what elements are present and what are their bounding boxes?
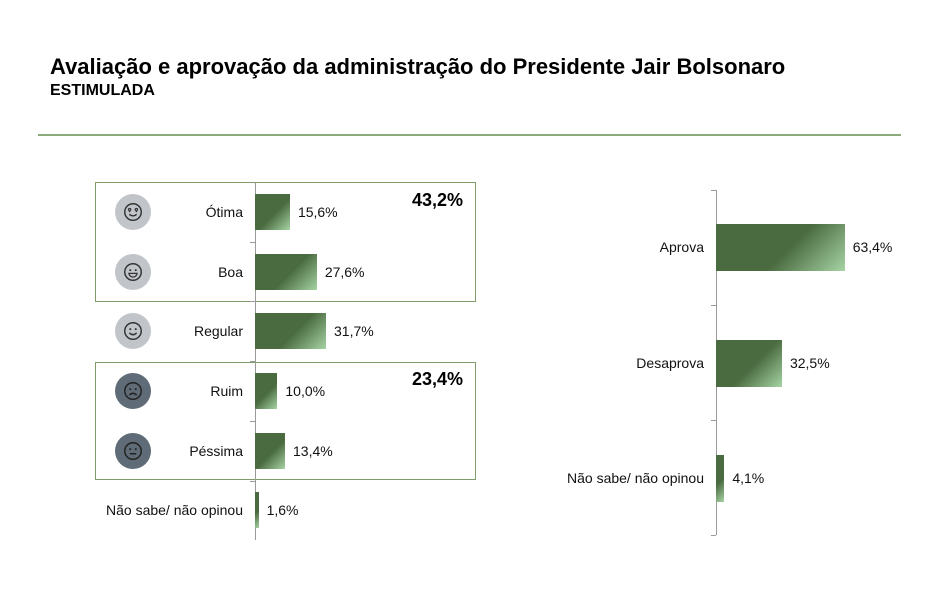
category-label: Aprova <box>659 238 704 255</box>
axis-tick <box>711 190 716 191</box>
grinning-face-icon <box>115 253 151 290</box>
neutral-face-icon <box>115 432 151 469</box>
value-label: 31,7% <box>334 323 374 340</box>
value-label: 1,6% <box>266 502 299 519</box>
axis-tick <box>250 481 255 482</box>
value-label: 10,0% <box>285 382 326 399</box>
bar <box>255 432 286 469</box>
group-box-negative <box>95 362 476 480</box>
category-label: Não sabe/ não opinou <box>567 469 704 486</box>
group-box-positive <box>95 182 476 302</box>
value-label: 4,1% <box>732 469 765 486</box>
value-label: 27,6% <box>324 263 365 280</box>
heart-eyes-face-icon <box>115 193 151 230</box>
category-label: Ruim <box>210 382 243 399</box>
axis-tick <box>250 301 255 302</box>
axis-tick <box>711 535 716 536</box>
category-label: Desaprova <box>636 354 704 371</box>
bar <box>255 372 278 409</box>
axis-tick <box>711 305 716 306</box>
axis-tick <box>250 242 255 243</box>
page-title: Avaliação e aprovação da administração d… <box>50 54 786 79</box>
bar <box>716 223 845 271</box>
value-label: 32,5% <box>789 354 830 371</box>
bar <box>255 492 259 529</box>
value-label: 63,4% <box>852 238 893 255</box>
value-label: 15,6% <box>297 203 338 220</box>
group-total-positive: 43,2% <box>412 190 464 210</box>
divider <box>38 134 901 136</box>
axis-tick <box>250 421 255 422</box>
category-label: Regular <box>193 323 243 340</box>
axis-tick <box>711 420 716 421</box>
bar <box>255 193 290 230</box>
bar <box>716 454 725 502</box>
page-subtitle: ESTIMULADA <box>50 82 155 99</box>
category-label: Não sabe/ não opinou <box>106 502 243 519</box>
value-label: 13,4% <box>293 442 333 459</box>
bar <box>255 253 317 290</box>
frowning-face-icon <box>115 372 151 409</box>
category-label: Boa <box>218 263 243 280</box>
category-label: Ótima <box>205 203 243 220</box>
axis-line <box>255 182 256 540</box>
axis-tick <box>250 361 255 362</box>
category-label: Péssima <box>189 442 243 459</box>
bar <box>716 339 782 387</box>
smiling-face-icon <box>115 313 151 350</box>
bar <box>255 313 326 350</box>
group-total-negative: 23,4% <box>412 369 464 389</box>
